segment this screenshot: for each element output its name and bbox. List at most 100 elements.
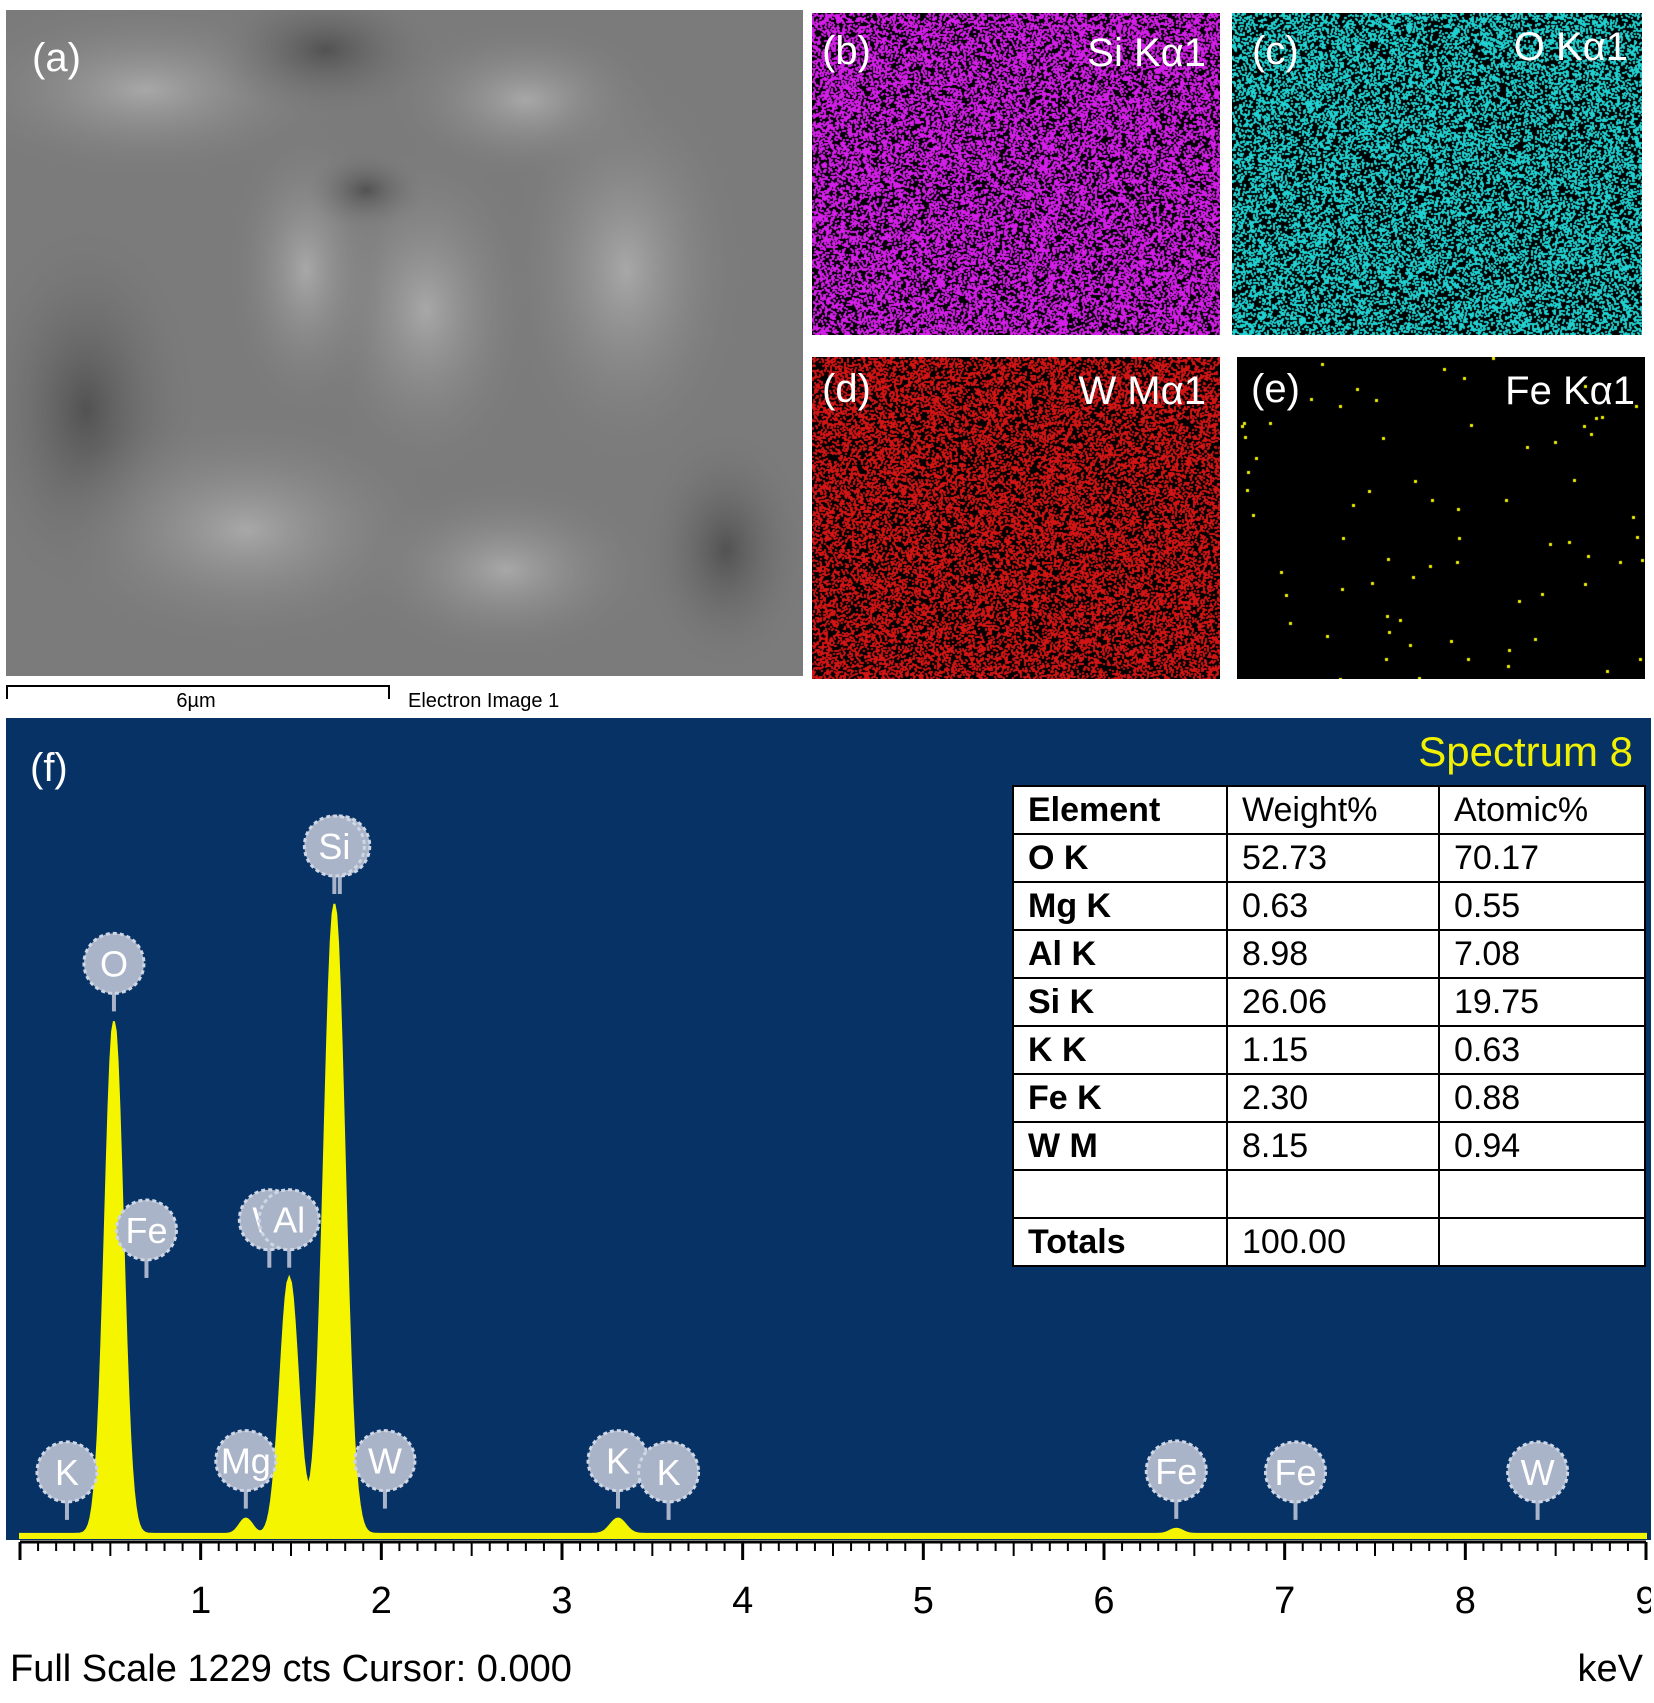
table-totals-row: Totals 100.00: [1012, 1217, 1646, 1267]
eds-map-si: (b) Si Kα1: [812, 13, 1220, 335]
peak-marker: K: [637, 1440, 701, 1520]
spectrum-curve: [19, 903, 1647, 1539]
scale-bar-caption: Electron Image 1: [408, 690, 560, 712]
cell-element: Fe K: [1012, 1073, 1228, 1123]
marker-label: K: [657, 1452, 681, 1493]
x-tick-label: 2: [370, 1580, 392, 1622]
table-row: K K 1.15 0.63: [1012, 1025, 1646, 1075]
marker-badge: [1144, 1439, 1208, 1503]
marker-label: Fe: [1274, 1452, 1316, 1493]
peak-marker: Fe: [114, 1198, 178, 1278]
table-row: Fe K 2.30 0.88: [1012, 1073, 1646, 1123]
marker-label: Fe: [125, 1210, 167, 1251]
marker-badge: [637, 1440, 701, 1504]
marker-label: Si: [318, 826, 350, 867]
marker-label: W: [368, 1441, 402, 1482]
cell-atomic: 0.94: [1438, 1121, 1646, 1171]
peak-marker: K: [35, 1440, 99, 1520]
marker-label: O: [100, 943, 128, 984]
marker-badge: [114, 1198, 178, 1262]
table-header-row: Element Weight% Atomic%: [1012, 785, 1646, 835]
cell-weight: 2.30: [1226, 1073, 1440, 1123]
marker-badge: [214, 1429, 278, 1493]
peak-markers: KOFeMgWAlWSiWKKFeFeW: [35, 814, 1570, 1520]
scale-bar: [6, 685, 390, 699]
cell-weight: [1226, 1169, 1440, 1219]
marker-badge: [353, 1429, 417, 1493]
cell-element: K K: [1012, 1025, 1228, 1075]
map-b-canvas: [812, 13, 1220, 335]
footer-unit: keV: [1577, 1648, 1643, 1690]
cell-weight: 8.15: [1226, 1121, 1440, 1171]
marker-badge: [1264, 1440, 1328, 1504]
cell-element: Si K: [1012, 977, 1228, 1027]
cell-atomic: [1438, 1169, 1646, 1219]
cell-element: O K: [1012, 833, 1228, 883]
peak-marker: Fe: [1264, 1440, 1328, 1520]
eds-spectrum-panel: (f) Spectrum 8 KOFeMgWAlWSiWKKFeFeW 1234…: [6, 718, 1651, 1703]
peak-marker: Mg: [214, 1429, 278, 1509]
marker-label: W: [1521, 1452, 1555, 1493]
cell-atomic: 0.55: [1438, 881, 1646, 931]
cell-atomic: 70.17: [1438, 833, 1646, 883]
marker-label: K: [606, 1441, 630, 1482]
totals-weight: 100.00: [1226, 1217, 1440, 1267]
element-label-fe: Fe Kα1: [1505, 369, 1635, 413]
cell-element: W M: [1012, 1121, 1228, 1171]
x-tick-label: 9: [1635, 1580, 1651, 1622]
cell-atomic: 7.08: [1438, 929, 1646, 979]
x-tick-label: 1: [190, 1580, 212, 1622]
element-label-o: O Kα1: [1513, 25, 1628, 69]
cell-weight: 26.06: [1226, 977, 1440, 1027]
table-row: [1012, 1169, 1646, 1219]
table-row: Mg K 0.63 0.55: [1012, 881, 1646, 931]
cell-element: Mg K: [1012, 881, 1228, 931]
cell-weight: 52.73: [1226, 833, 1440, 883]
header-weight: Weight%: [1226, 785, 1440, 835]
cell-weight: 8.98: [1226, 929, 1440, 979]
table-row: W M 8.15 0.94: [1012, 1121, 1646, 1171]
cell-element: [1012, 1169, 1228, 1219]
peak-marker: Si: [302, 814, 366, 894]
marker-badge: [35, 1440, 99, 1504]
x-tick-label: 3: [551, 1580, 573, 1622]
peak-marker: W: [353, 1429, 417, 1509]
spectrum-title: Spectrum 8: [1418, 728, 1633, 775]
spectrum-plot: KOFeMgWAlWSiWKKFeFeW: [6, 814, 1651, 1703]
peak-marker: O: [82, 931, 146, 1012]
marker-badge: [302, 814, 366, 878]
panel-label-f: (f): [30, 746, 68, 790]
map-d-canvas: [812, 357, 1220, 679]
cell-weight: 0.63: [1226, 881, 1440, 931]
x-tick-label: 6: [1093, 1580, 1115, 1622]
peak-marker: K: [586, 1429, 650, 1509]
sem-texture: [6, 10, 803, 676]
panel-label-c: (c): [1252, 29, 1299, 73]
cell-weight: 1.15: [1226, 1025, 1440, 1075]
marker-badge: [82, 931, 146, 995]
cell-atomic: 0.88: [1438, 1073, 1646, 1123]
x-tick-label: 8: [1454, 1580, 1476, 1622]
table-row: Al K 8.98 7.08: [1012, 929, 1646, 979]
composition-table: Element Weight% Atomic% O K 52.73 70.17 Mg…: [1012, 785, 1646, 1267]
totals-atomic: [1438, 1217, 1646, 1267]
element-label-w: W Mα1: [1078, 369, 1206, 413]
panel-label-d: (d): [822, 367, 871, 411]
cell-element: Al K: [1012, 929, 1228, 979]
marker-label: K: [55, 1452, 79, 1493]
totals-label: Totals: [1012, 1217, 1228, 1267]
table-row: O K 52.73 70.17: [1012, 833, 1646, 883]
marker-badge: [257, 1188, 321, 1252]
sem-electron-image: (a): [6, 10, 803, 676]
map-c-canvas: [1232, 13, 1642, 335]
x-axis-band: [6, 1540, 1651, 1703]
peak-marker: Al: [257, 1188, 321, 1268]
element-label-si: Si Kα1: [1087, 31, 1206, 75]
marker-badge: [1506, 1440, 1570, 1504]
eds-map-w: (d) W Mα1: [812, 357, 1220, 679]
panel-label-b: (b): [822, 29, 871, 73]
panel-label-e: (e): [1251, 367, 1300, 411]
x-tick-label: 4: [732, 1580, 754, 1622]
header-element: Element: [1012, 785, 1228, 835]
eds-map-fe: (e) Fe Kα1: [1237, 357, 1645, 679]
